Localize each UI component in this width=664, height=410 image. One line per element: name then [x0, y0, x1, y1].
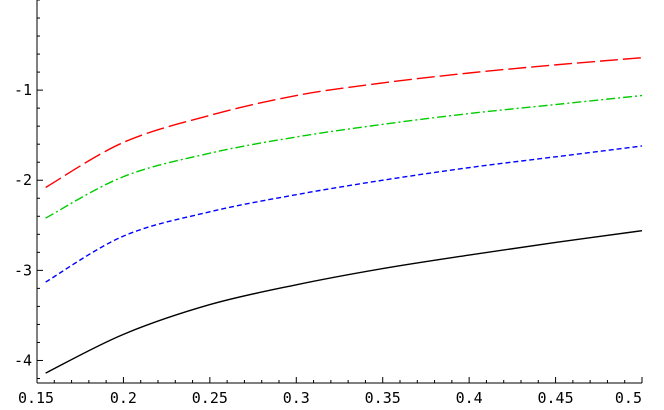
x-tick-label: 0.2: [110, 389, 137, 407]
x-tick-label: 0.15: [18, 389, 54, 407]
x-tick-label: 0.25: [192, 389, 228, 407]
x-tick-label: 0.3: [283, 389, 310, 407]
y-tick-label: -4: [14, 351, 32, 369]
series-line-1: [45, 56, 643, 189]
x-tick-label: 0.35: [365, 389, 401, 407]
y-tick-label: -3: [14, 261, 32, 279]
y-tick-label: -1: [14, 81, 32, 99]
axis-ticks: 0.15 0.2 0.25 0.3 0.35 0.4 0.45 0.5 -4 -3 -2 -1: [14, 0, 643, 407]
y-tick-label: -2: [14, 171, 32, 189]
series-line-2: [45, 94, 643, 219]
x-tick-label: 0.5: [615, 389, 642, 407]
series-line-4: [45, 230, 643, 374]
series-line-3: [45, 145, 643, 283]
x-tick-label: 0.45: [538, 389, 574, 407]
x-tick-label: 0.4: [456, 389, 483, 407]
series-lines: [45, 56, 643, 374]
